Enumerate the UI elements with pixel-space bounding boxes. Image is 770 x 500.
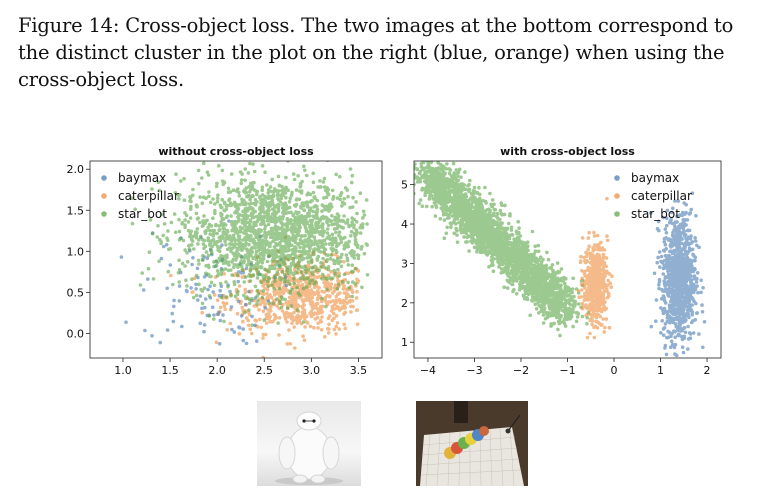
caterpillar-on-grid-icon [416,401,528,486]
caterpillar-photo [416,401,528,486]
legend-label-star_bot: star_bot [631,207,680,221]
series-baymax [649,191,707,358]
y-tick-label: 1.0 [67,245,85,258]
scatter-point-cloud-baymax [649,191,707,358]
x-tick-label: 2.5 [256,364,273,377]
y-tick-label: 4 [401,218,408,231]
scatter-point-cloud-caterpillar [576,196,614,340]
legend-marker-baymax [614,175,620,181]
x-tick-label: 3.5 [350,364,368,377]
y-tick-label: 0.5 [67,286,85,299]
scatter-plot-without-loss: without cross-object loss 1.0 1.5 2.0 2.5 3.0… [67,145,383,377]
chart-title: with cross-object loss [500,145,635,158]
baymax-figure-icon [275,411,343,485]
y-tick-label: 3 [401,257,408,270]
legend-label-baymax: baymax [118,171,166,185]
series-caterpillar [576,196,614,340]
x-tick-label: 2 [704,364,711,377]
y-tick-label: 2 [401,297,408,310]
x-tick-label: 3.0 [303,364,321,377]
series-star_bot [414,161,591,338]
scatter-point-cloud-star_bot [130,161,370,328]
x-tick-label: 1.5 [161,364,179,377]
figure-caption: Figure 14: Cross-object loss. The two im… [18,14,734,91]
scatter-points [414,161,707,358]
x-tick-label: 1.0 [114,364,132,377]
legend-marker-caterpillar [101,193,107,199]
y-tick-label: 1.5 [67,204,85,217]
legend-marker-caterpillar [614,193,620,199]
scatter-plot-with-loss: with cross-object loss −4 −3 −2 −1 0 1 2 1 2 3 4 5 ba… [401,145,722,377]
legend: baymax caterpillar star_bot [614,171,692,221]
x-tick-label: 1 [657,364,664,377]
y-tick-label: 0.0 [67,327,85,340]
x-tick-label: −2 [513,364,529,377]
y-tick-label: 2.0 [67,163,85,176]
legend-label-star_bot: star_bot [118,207,167,221]
y-tick-label: 5 [401,179,408,192]
x-tick-label: −3 [466,364,482,377]
legend-label-baymax: baymax [631,171,679,185]
y-tick-label: 1 [401,336,408,349]
x-tick-label: −4 [420,364,436,377]
scatter-point-cloud-star_bot [414,161,591,338]
axes-frame [89,160,383,359]
series-star_bot [130,161,370,328]
legend-marker-baymax [101,175,107,181]
x-tick-label: 2.0 [208,364,226,377]
legend-label-caterpillar: caterpillar [631,189,692,203]
chart-title: without cross-object loss [158,145,314,158]
legend-label-caterpillar: caterpillar [118,189,179,203]
legend-marker-star_bot [614,211,620,217]
x-tick-label: 0 [611,364,618,377]
x-tick-label: −1 [559,364,575,377]
baymax-photo [257,401,361,486]
scatter-points [119,161,370,358]
legend: baymax caterpillar star_bot [101,171,179,221]
legend-marker-star_bot [101,211,107,217]
